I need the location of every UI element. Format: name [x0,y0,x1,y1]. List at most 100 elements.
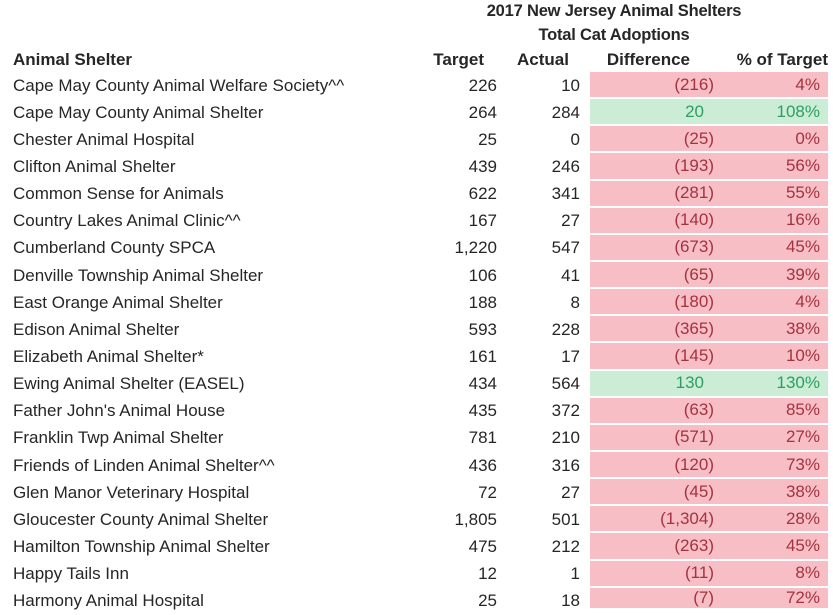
target-cell: 106 [468,265,497,285]
target-cell: 226 [468,75,497,95]
row-spacer [583,588,590,615]
shelter-name-cell: Glen Manor Veterinary Hospital [13,482,250,502]
difference-cell: (140) [590,207,716,235]
actual-cell: 17 [561,346,580,366]
shelter-name-cell: Denville Township Animal Shelter [13,265,264,285]
pct-of-target-cell: 108% [716,99,828,127]
difference-cell: (11) [590,560,716,588]
target-cell: 167 [468,211,497,231]
table-row: Cape May County Animal Welfare Society^^… [0,72,828,100]
table-title: 2017 New Jersey Animal Shelters [486,2,742,20]
pct-of-target-cell: 56% [716,153,828,181]
pct-of-target-cell: 55% [716,180,828,208]
difference-cell: (63) [590,397,716,425]
row-spacer [583,371,590,398]
row-spacer [583,289,590,316]
difference-cell: (120) [590,451,716,480]
actual-cell: 210 [551,428,580,448]
difference-cell: (45) [590,479,716,507]
actual-cell: 341 [551,184,580,204]
pct-of-target-cell: 4% [716,289,828,317]
row-spacer [583,126,590,153]
actual-cell: 212 [551,536,580,556]
table-row: Gloucester County Animal Shelter 1,805 5… [0,506,828,534]
pct-of-target-cell: 10% [716,343,828,371]
row-spacer [583,561,590,588]
shelter-name-cell: Gloucester County Animal Shelter [13,509,269,529]
table-row: Franklin Twp Animal Shelter 781 210 (571… [0,424,828,452]
shelter-name-cell: Clifton Animal Shelter [13,156,176,176]
difference-cell: (216) [590,72,716,100]
row-spacer [583,343,590,370]
table-row: Elizabeth Animal Shelter* 161 17 (145) 1… [0,343,828,371]
shelter-name-cell: Cape May County Animal Shelter [13,102,264,122]
difference-cell: (193) [590,153,716,181]
row-spacer [583,316,590,343]
difference-cell: (180) [590,289,716,317]
target-cell: 1,805 [454,509,497,529]
shelter-name-cell: Father John's Animal House [13,401,226,421]
target-cell: 622 [468,184,497,204]
shelter-name-cell: Ewing Animal Shelter (EASEL) [13,374,245,394]
actual-cell: 228 [551,319,580,339]
shelter-name-cell: Country Lakes Animal Clinic^^ [13,211,241,231]
target-cell: 72 [478,482,497,502]
target-cell: 12 [478,564,497,584]
pct-of-target-cell: 27% [716,424,828,452]
row-spacer [583,506,590,533]
table-row: Chester Animal Hospital 25 0 (25) 0% [0,126,828,154]
actual-cell: 372 [551,401,580,421]
column-header-difference: Difference [606,49,690,69]
actual-cell: 27 [561,211,580,231]
shelter-name-cell: Cape May County Animal Welfare Society^^ [13,75,345,95]
actual-cell: 547 [551,238,580,258]
table-row: East Orange Animal Shelter 188 8 (180) 4… [0,289,828,317]
pct-of-target-cell: 4% [716,72,828,100]
table-subtitle: Total Cat Adoptions [538,25,690,44]
pct-of-target-cell: 45% [716,234,828,262]
pct-of-target-cell: 28% [716,506,828,534]
difference-cell: (25) [590,126,716,154]
table-row: Cape May County Animal Shelter 264 284 2… [0,99,828,127]
row-spacer [583,479,590,506]
row-spacer [583,452,590,479]
table-row: Father John's Animal House 435 372 (63) … [0,397,828,425]
difference-cell: (7) [590,587,716,615]
column-header-actual: Actual [517,49,569,69]
row-spacer [583,208,590,235]
actual-cell: 316 [551,455,580,475]
actual-cell: 18 [561,591,580,611]
difference-cell: (145) [590,343,716,371]
shelter-name-cell: Common Sense for Animals [13,184,224,204]
pct-of-target-cell: 0% [716,126,828,154]
pct-of-target-cell: 39% [716,261,828,290]
row-spacer [583,153,590,180]
difference-cell: (673) [590,234,716,262]
target-cell: 593 [468,319,497,339]
target-cell: 1,220 [454,238,497,258]
actual-cell: 10 [561,75,580,95]
difference-cell: (365) [590,316,716,344]
header-row: Animal Shelter Target Actual Difference … [0,47,828,72]
table-row: Glen Manor Veterinary Hospital 72 27 (45… [0,479,828,507]
pct-of-target-cell: 16% [716,207,828,235]
target-cell: 25 [478,129,497,149]
subtitle-row: Total Cat Adoptions [0,23,828,47]
target-cell: 264 [468,102,497,122]
table-row: Country Lakes Animal Clinic^^ 167 27 (14… [0,207,828,235]
actual-cell: 8 [570,292,580,312]
pct-of-target-cell: 72% [716,587,828,615]
shelter-name-cell: Harmony Animal Hospital [13,591,204,611]
actual-cell: 1 [570,564,580,584]
row-spacer [583,72,590,99]
actual-cell: 501 [551,509,580,529]
difference-cell: (281) [590,180,716,208]
table-row: Hamilton Township Animal Shelter 475 212… [0,533,828,561]
pct-of-target-cell: 38% [716,479,828,507]
row-spacer [583,425,590,452]
shelter-name-cell: Franklin Twp Animal Shelter [13,428,224,448]
shelter-name-cell: Cumberland County SPCA [13,238,216,258]
pct-of-target-cell: 8% [716,560,828,588]
actual-cell: 0 [570,129,580,149]
